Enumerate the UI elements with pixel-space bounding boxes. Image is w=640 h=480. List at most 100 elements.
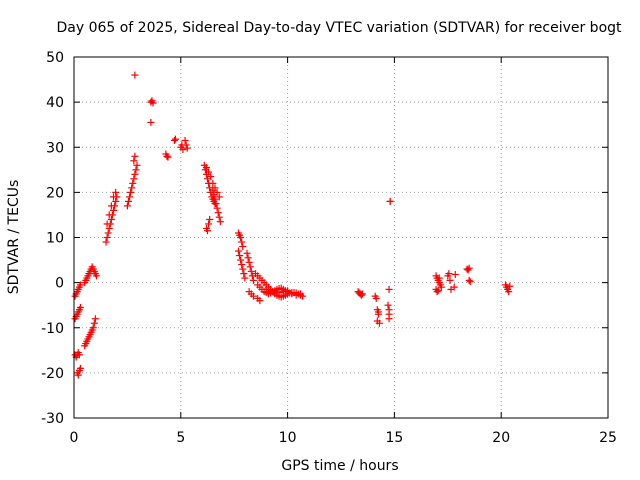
data-point — [234, 247, 242, 255]
data-point — [271, 288, 279, 296]
data-point — [249, 292, 257, 300]
data-point — [112, 188, 120, 196]
data-point — [249, 276, 257, 284]
y-tick-labels: -30 -20 -10 0 10 20 30 40 50 — [41, 50, 64, 427]
data-point — [505, 288, 513, 296]
y-axis-label: SDTVAR / TECUs — [6, 180, 22, 295]
data-point — [102, 238, 110, 246]
y-tick-label: 10 — [46, 231, 64, 247]
data-point — [241, 274, 249, 282]
data-point — [207, 173, 215, 181]
data-point — [127, 188, 135, 196]
data-point — [372, 294, 380, 302]
data-point — [385, 285, 393, 293]
data-point — [163, 152, 171, 160]
plot-frame — [73, 56, 609, 419]
data-point — [149, 99, 157, 107]
data-point — [214, 209, 222, 217]
data-point — [238, 261, 246, 269]
data-point — [131, 152, 139, 160]
data-point — [110, 193, 118, 201]
y-tick-label: 20 — [46, 185, 64, 201]
data-point — [76, 364, 84, 372]
data-point — [209, 179, 217, 187]
data-point — [358, 290, 366, 298]
data-point — [171, 135, 179, 143]
data-point — [131, 71, 139, 79]
data-point — [247, 267, 255, 275]
data-point — [237, 234, 245, 241]
y-tick-label: -10 — [41, 321, 64, 337]
x-axis-label: GPS time / hours — [281, 458, 398, 474]
data-point — [451, 271, 459, 279]
x-tick-label: 5 — [176, 430, 185, 446]
data-point — [128, 184, 136, 192]
data-point — [464, 266, 472, 274]
data-point — [385, 315, 393, 323]
data-point — [205, 220, 213, 228]
data-point — [288, 290, 296, 298]
y-tick-label: 50 — [46, 50, 64, 66]
data-point — [373, 317, 381, 325]
x-tick-label: 15 — [385, 430, 403, 446]
data-point — [213, 204, 221, 212]
data-point — [129, 179, 137, 187]
data-point — [76, 303, 84, 311]
data-point — [239, 265, 247, 273]
data-point — [74, 371, 82, 379]
data-point — [243, 249, 251, 257]
data-point — [244, 254, 252, 262]
data-point — [206, 215, 214, 223]
y-tick-label: 40 — [46, 95, 64, 111]
y-tick-label: 30 — [46, 140, 64, 156]
data-point — [90, 319, 98, 327]
data-point — [245, 258, 253, 266]
data-point — [246, 263, 254, 271]
data-point — [147, 118, 155, 126]
data-point — [205, 168, 213, 176]
data-point — [132, 166, 140, 174]
data-point — [183, 144, 191, 152]
x-tick-label: 20 — [492, 430, 510, 446]
x-tick-label: 0 — [70, 430, 79, 446]
data-point — [384, 301, 392, 309]
data-point — [212, 200, 220, 208]
data-point — [179, 146, 187, 154]
data-point — [279, 288, 287, 296]
grid-lines — [74, 57, 608, 418]
data-point — [238, 238, 246, 246]
x-tick-label: 10 — [279, 430, 297, 446]
data-point — [506, 282, 514, 290]
data-point — [92, 272, 100, 280]
data-point — [131, 170, 139, 178]
data-point — [296, 290, 304, 298]
data-point — [89, 324, 97, 332]
data-point — [215, 193, 223, 201]
data-point — [446, 276, 454, 284]
data-point — [204, 227, 211, 235]
data-point — [130, 157, 138, 165]
x-tick-label: 25 — [599, 430, 617, 446]
chart-title: Day 065 of 2025, Sidereal Day-to-day VTE… — [56, 20, 622, 36]
data-point — [112, 197, 120, 205]
data-point — [105, 211, 113, 219]
data-point — [170, 136, 178, 144]
data-point — [215, 213, 223, 221]
data-point — [466, 278, 474, 286]
data-point — [105, 224, 113, 232]
data-point — [216, 218, 224, 226]
data-point — [386, 197, 394, 205]
y-tick-label: -20 — [41, 366, 64, 382]
data-point — [292, 291, 300, 299]
data-point — [374, 308, 382, 316]
data-point — [267, 287, 275, 295]
data-point — [181, 136, 189, 144]
data-point — [275, 289, 283, 297]
data-point — [433, 288, 441, 296]
x-tick-labels: 0 5 10 15 20 25 — [70, 430, 617, 446]
data-point — [103, 234, 111, 241]
data-point — [126, 193, 134, 201]
data-point — [91, 315, 99, 323]
data-point — [434, 287, 442, 295]
